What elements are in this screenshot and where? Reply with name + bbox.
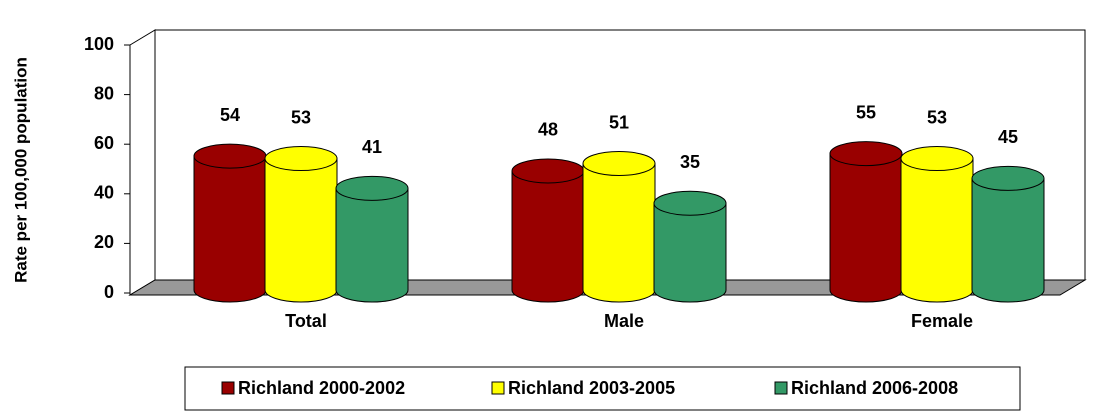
cylinder-top	[511, 158, 585, 184]
legend	[184, 366, 1021, 411]
cylinder	[971, 165, 1045, 303]
data-label: 54	[220, 105, 240, 125]
data-label: 53	[927, 107, 947, 127]
x-tick-label: Female	[911, 311, 973, 331]
cylinder-top	[264, 146, 338, 172]
y-tick-label: 60	[94, 133, 114, 153]
legend-swatch	[491, 381, 505, 395]
y-axis-label: Rate per 100,000 population	[11, 57, 30, 283]
cylinder-body	[264, 158, 338, 303]
cylinder	[900, 146, 974, 303]
y-tick-label: 0	[104, 282, 114, 302]
x-tick-label: Total	[285, 311, 327, 331]
y-tick-label: 80	[94, 83, 114, 103]
cylinder	[264, 146, 338, 303]
y-tick-label: 100	[84, 34, 114, 54]
cylinder-body	[511, 170, 585, 303]
cylinder-top	[582, 151, 656, 177]
cylinder-body	[335, 187, 409, 303]
cylinder	[335, 175, 409, 303]
data-label: 41	[362, 137, 382, 157]
data-label: 51	[609, 112, 629, 132]
legend-label: Richland 2006-2008	[791, 378, 958, 398]
legend-swatch	[221, 381, 235, 395]
cylinder-body	[653, 202, 727, 303]
cylinder-body	[971, 177, 1045, 303]
cylinder-top	[653, 190, 727, 216]
cylinder	[193, 143, 267, 303]
x-tick-label: Male	[604, 311, 644, 331]
cylinder-top	[971, 165, 1045, 191]
data-label: 48	[538, 120, 558, 140]
cylinder-top	[193, 143, 267, 169]
cylinder	[511, 158, 585, 303]
data-label: 55	[856, 102, 876, 122]
legend-label: Richland 2003-2005	[508, 378, 675, 398]
cylinder-body	[193, 155, 267, 303]
cylinder-body	[829, 153, 903, 303]
y-tick-label: 40	[94, 183, 114, 203]
data-label: 35	[680, 152, 700, 172]
cylinder	[653, 190, 727, 303]
side-wall	[129, 29, 156, 296]
legend-swatch	[774, 381, 788, 395]
data-label: 53	[291, 107, 311, 127]
cylinder-body	[900, 158, 974, 303]
cylinder	[582, 151, 656, 303]
cylinder-body	[582, 163, 656, 303]
cylinder-top	[900, 146, 974, 172]
cylinder	[829, 141, 903, 303]
cylinder-top	[335, 175, 409, 201]
y-tick-label: 20	[94, 232, 114, 252]
legend-label: Richland 2000-2002	[238, 378, 405, 398]
data-label: 45	[998, 127, 1018, 147]
cylinder-top	[829, 141, 903, 167]
